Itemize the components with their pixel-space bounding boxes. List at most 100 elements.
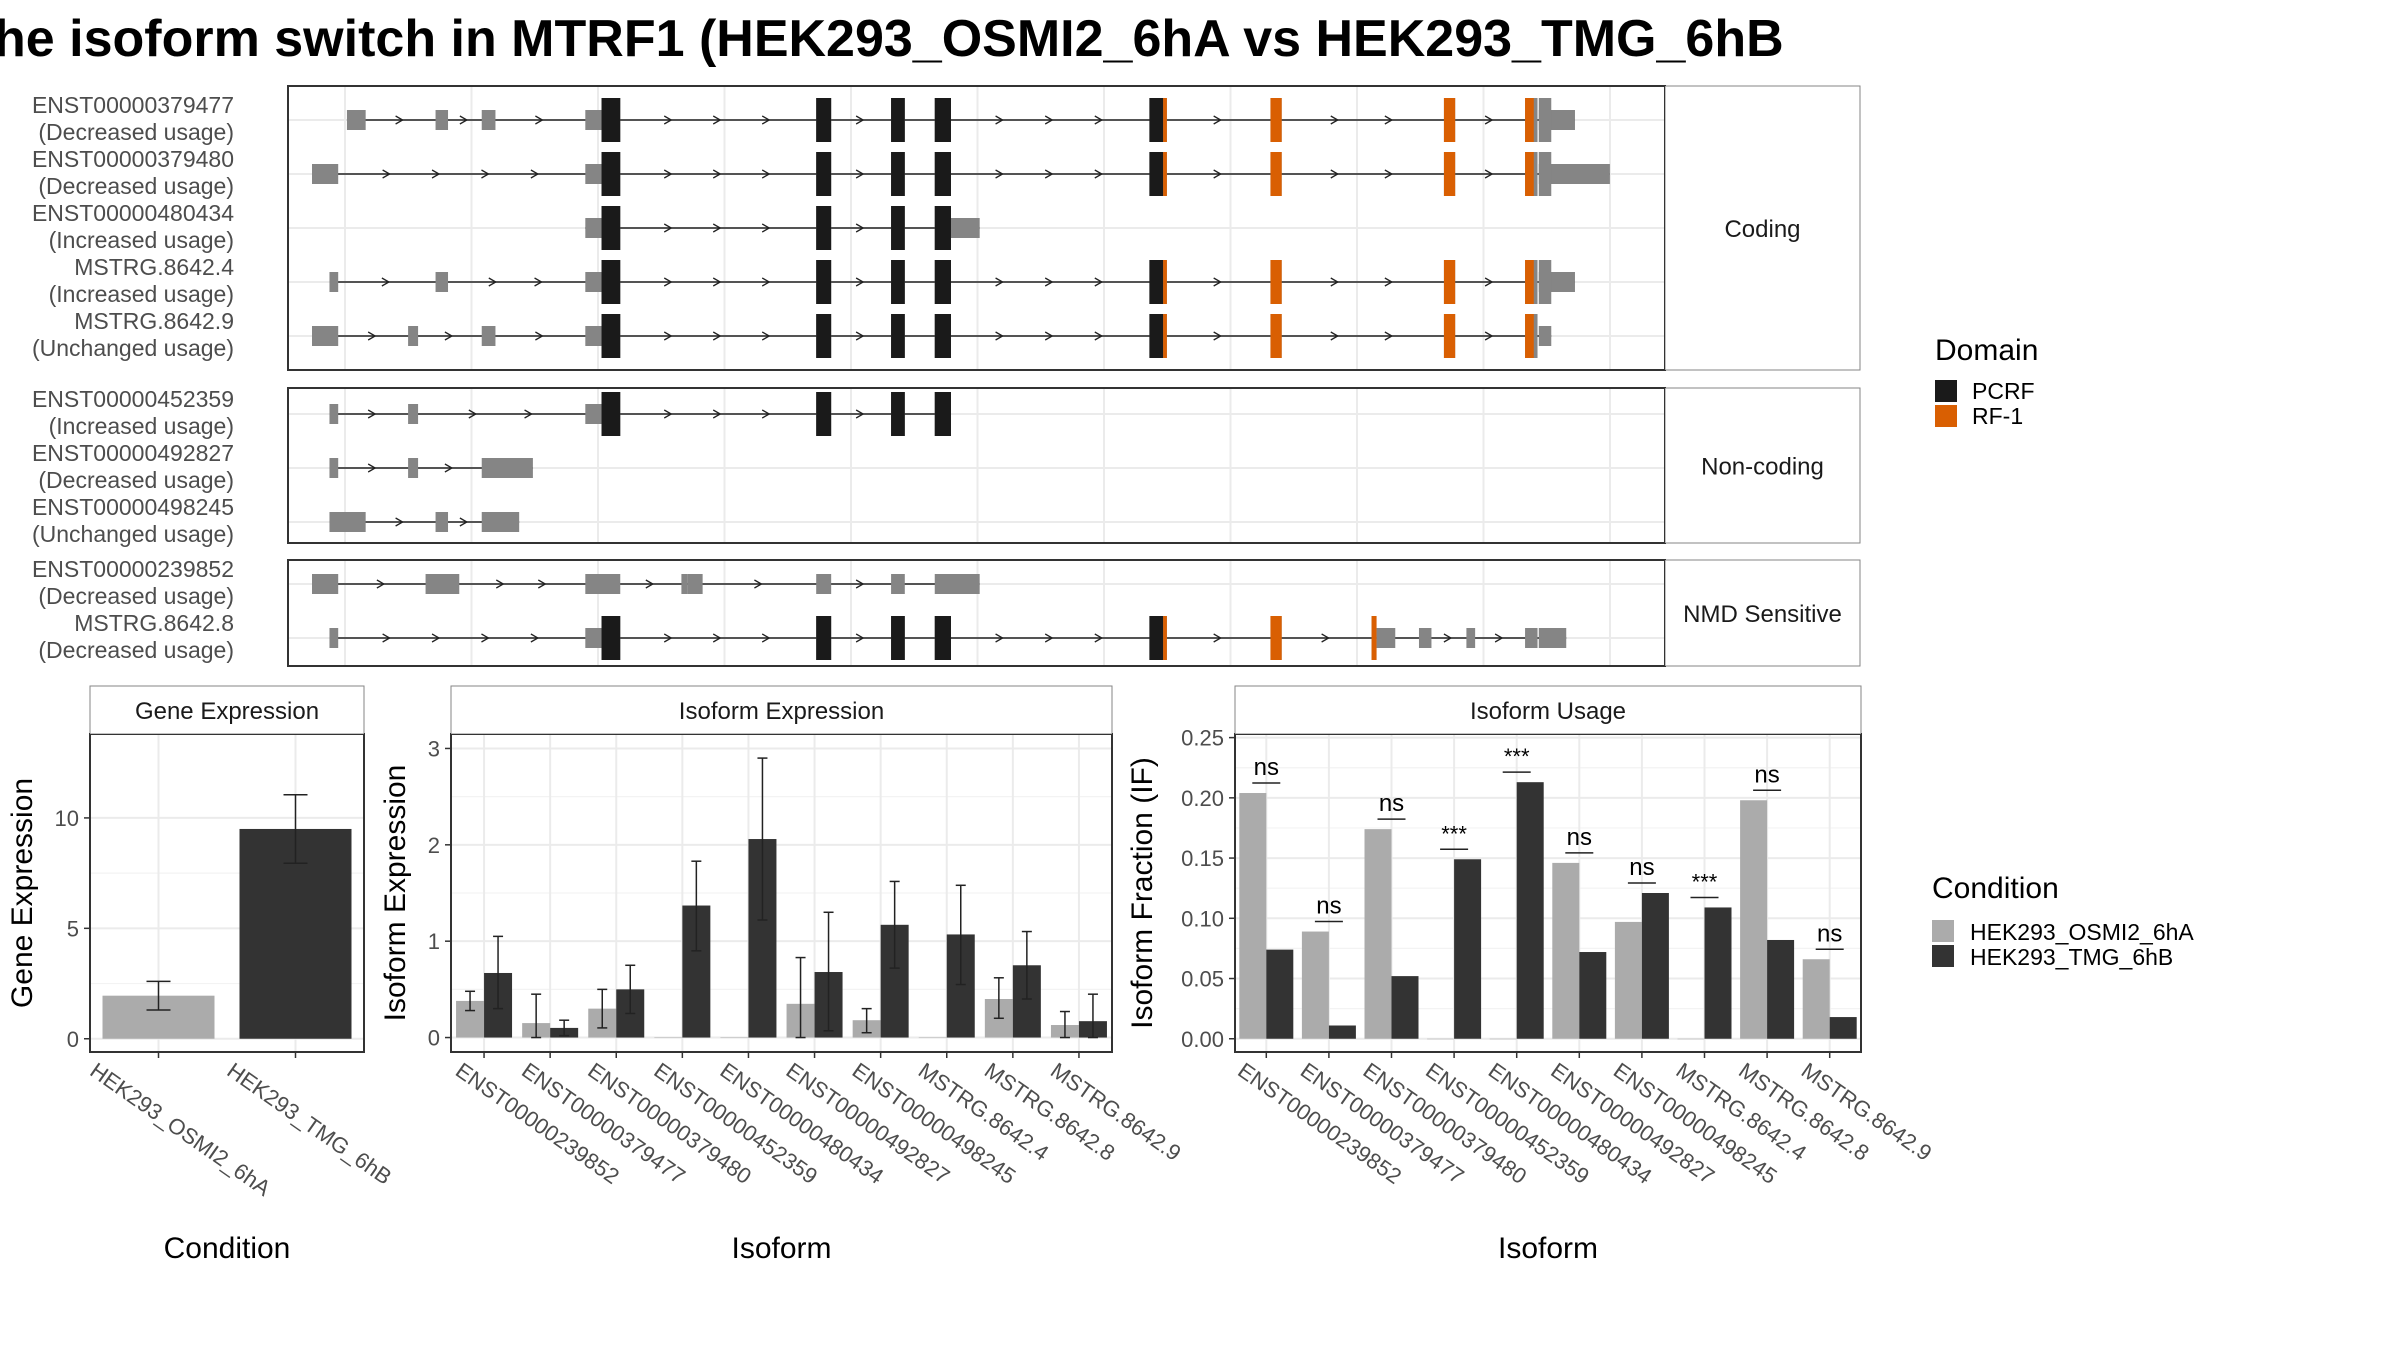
facet-strip [89, 685, 365, 735]
significance-label: ns [1254, 754, 1279, 781]
legend-label-rf1: RF-1 [1972, 403, 2023, 429]
transcript-enst00000379477: ENST00000379477(Decreased usage) [32, 92, 1575, 145]
domain-pcrf [816, 616, 832, 660]
domain-pcrf [891, 98, 905, 142]
domain-rf1 [1443, 260, 1456, 304]
bar-mstrg-8642-9-hek293-osmi2-6ha [1802, 959, 1830, 1039]
transcript-id-label: ENST00000452359 [32, 386, 234, 412]
intron-arrow [1484, 169, 1494, 179]
significance-label: ns [1316, 893, 1341, 920]
transcript-usage-label: (Increased usage) [49, 413, 234, 439]
domain-rf1 [1525, 98, 1534, 142]
domain-pcrf [891, 206, 905, 250]
intron-arrow [995, 633, 1004, 643]
bar-enst00000379480-hek293-osmi2-6ha [1364, 829, 1392, 1039]
intron-arrow [663, 633, 673, 643]
bar-enst00000239852-hek293-osmi2-6ha [1239, 793, 1267, 1039]
domain-pcrf [816, 206, 832, 250]
utr-exon [585, 272, 602, 292]
utr-exon [408, 326, 419, 346]
intron-arrow [663, 331, 673, 341]
utr-exon [891, 574, 905, 594]
intron-arrow [855, 169, 865, 179]
domain-rf1 [1270, 260, 1282, 304]
utr-exon [329, 458, 339, 478]
intron-arrow [1044, 633, 1054, 643]
intron-arrow [537, 579, 547, 589]
y-tick-label: 1 [428, 929, 440, 954]
y-axis-title: Isoform Expression [379, 765, 412, 1022]
domain-rf1 [1163, 260, 1167, 304]
bar-mstrg-8642-4-hek293-tmg-6hb [1704, 907, 1732, 1039]
bar-mstrg-8642-4-hek293-osmi2-6ha [1677, 1038, 1705, 1040]
bar-enst00000492827-hek293-osmi2-6ha [1552, 862, 1580, 1039]
significance-label: ns [1567, 824, 1592, 851]
transcript-id-label: ENST00000492827 [32, 440, 234, 466]
domain-pcrf [891, 392, 905, 436]
intron-arrow [712, 331, 722, 341]
intron-arrow [367, 463, 377, 473]
intron-arrow [761, 277, 771, 287]
domain-pcrf [891, 152, 905, 196]
domain-pcrf [601, 616, 621, 660]
domain-rf1 [1270, 152, 1282, 196]
significance-label: ns [1629, 854, 1654, 881]
intron-arrow [530, 633, 540, 643]
domain-pcrf [891, 314, 905, 358]
bar-enst00000452359-hek293-osmi2-6ha [654, 1037, 683, 1039]
utr-exon [346, 110, 366, 130]
bar-mstrg-8642-9-hek293-tmg-6hb [1829, 1017, 1857, 1039]
intron-arrow [754, 579, 763, 589]
transcript-mstrg-8642-8: MSTRG.8642.8(Decreased usage) [38, 610, 1567, 663]
significance-label: ns [1379, 790, 1404, 817]
facet-strip [1664, 387, 1861, 544]
intron-arrow [761, 115, 771, 125]
intron-arrow [431, 169, 441, 179]
domain-pcrf [934, 98, 951, 142]
intron-arrow [712, 409, 722, 419]
intron-arrow [459, 517, 469, 527]
facet-label-coding: Coding [1724, 216, 1800, 243]
domain-rf1 [1443, 152, 1456, 196]
domain-rf1 [1443, 314, 1456, 358]
condition-legend-title: Condition [1932, 872, 2059, 905]
bar-enst00000480434-hek293-tmg-6hb [1516, 782, 1544, 1039]
domain-pcrf [601, 152, 621, 196]
transcript-usage-label: (Decreased usage) [38, 173, 234, 199]
transcript-usage-label: (Decreased usage) [38, 119, 234, 145]
intron-arrow [761, 409, 771, 419]
utr-exon [329, 404, 339, 424]
facet-strip [1234, 685, 1862, 735]
legend-key-osmi [1932, 920, 1954, 942]
transcript-id-label: MSTRG.8642.9 [74, 308, 234, 334]
transcript-id-label: ENST00000239852 [32, 556, 234, 582]
domain-rf1 [1443, 98, 1456, 142]
x-axis-title: Isoform [731, 1232, 831, 1265]
intron-arrow [663, 223, 673, 233]
intron-arrow [444, 463, 454, 473]
transcript-usage-label: (Unchanged usage) [32, 335, 234, 361]
intron-arrow [1094, 331, 1104, 341]
domain-pcrf [934, 392, 951, 436]
coding-exon [1538, 98, 1552, 142]
intron-arrow [1384, 331, 1394, 341]
domain-pcrf [601, 206, 621, 250]
domain-pcrf [816, 260, 832, 304]
intron-arrow [1213, 277, 1222, 287]
domain-rf1 [1371, 616, 1377, 660]
legend-key-rf1 [1935, 405, 1957, 427]
intron-arrow [1384, 277, 1394, 287]
domain-rf1 [1163, 314, 1167, 358]
utr-exon [435, 272, 449, 292]
intron-arrow [761, 633, 771, 643]
transcript-mstrg-8642-9: MSTRG.8642.9(Unchanged usage) [32, 308, 1552, 361]
bar-enst00000379477-hek293-tmg-6hb [1328, 1025, 1356, 1039]
utr-exon [312, 574, 339, 594]
domain-pcrf [934, 260, 951, 304]
intron-arrow [481, 169, 490, 179]
intron-arrow [1213, 169, 1222, 179]
bar-enst00000492827-hek293-tmg-6hb [1579, 952, 1607, 1039]
bar-mstrg-8642-8-hek293-osmi2-6ha [1740, 800, 1768, 1039]
domain-pcrf [1149, 314, 1164, 358]
